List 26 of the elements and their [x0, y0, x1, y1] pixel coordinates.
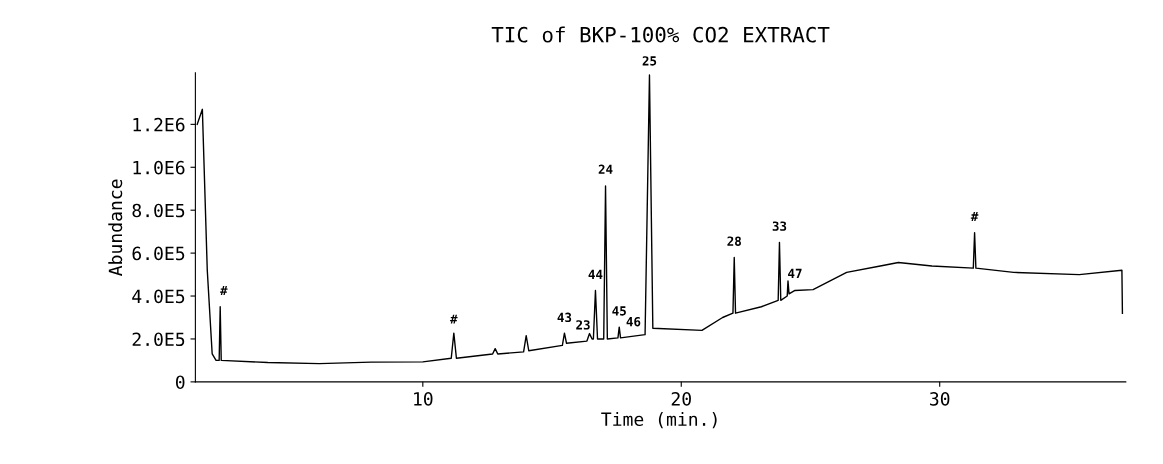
annotation: 46: [626, 316, 641, 327]
annotation: #: [220, 286, 228, 296]
y-tick-label: 0: [175, 375, 185, 390]
annotation: 47: [788, 268, 802, 278]
annotation: 25: [642, 56, 657, 66]
annotation: 24: [598, 164, 613, 174]
annotation: 28: [727, 236, 741, 246]
y-tick-label: 1.2E6: [133, 117, 185, 132]
annotation: #: [970, 212, 979, 222]
annotation: 43: [557, 312, 572, 323]
x-axis-title: Time (min.): [601, 412, 717, 429]
annotation: 44: [588, 269, 603, 279]
annotation: 33: [772, 221, 787, 231]
y-tick-label: 1.0E6: [133, 160, 185, 175]
annotation: 23: [576, 320, 590, 330]
x-tick-label: 30: [930, 392, 950, 406]
x-tick-label: 20: [671, 392, 691, 406]
annotation: #: [450, 314, 458, 324]
chart-title: TIC of BKP-100% CO2 EXTRACT: [491, 26, 830, 43]
y-tick-label: 8.0E5: [132, 203, 185, 218]
y-tick-label: 4.0E5: [132, 289, 185, 304]
y-tick-label: 2.0E5: [132, 332, 185, 347]
x-tick-label: 10: [414, 392, 433, 406]
y-tick-label: 6.0E5: [132, 246, 185, 261]
y-axis-title: Abundance: [108, 179, 123, 276]
annotation: 45: [612, 306, 626, 316]
